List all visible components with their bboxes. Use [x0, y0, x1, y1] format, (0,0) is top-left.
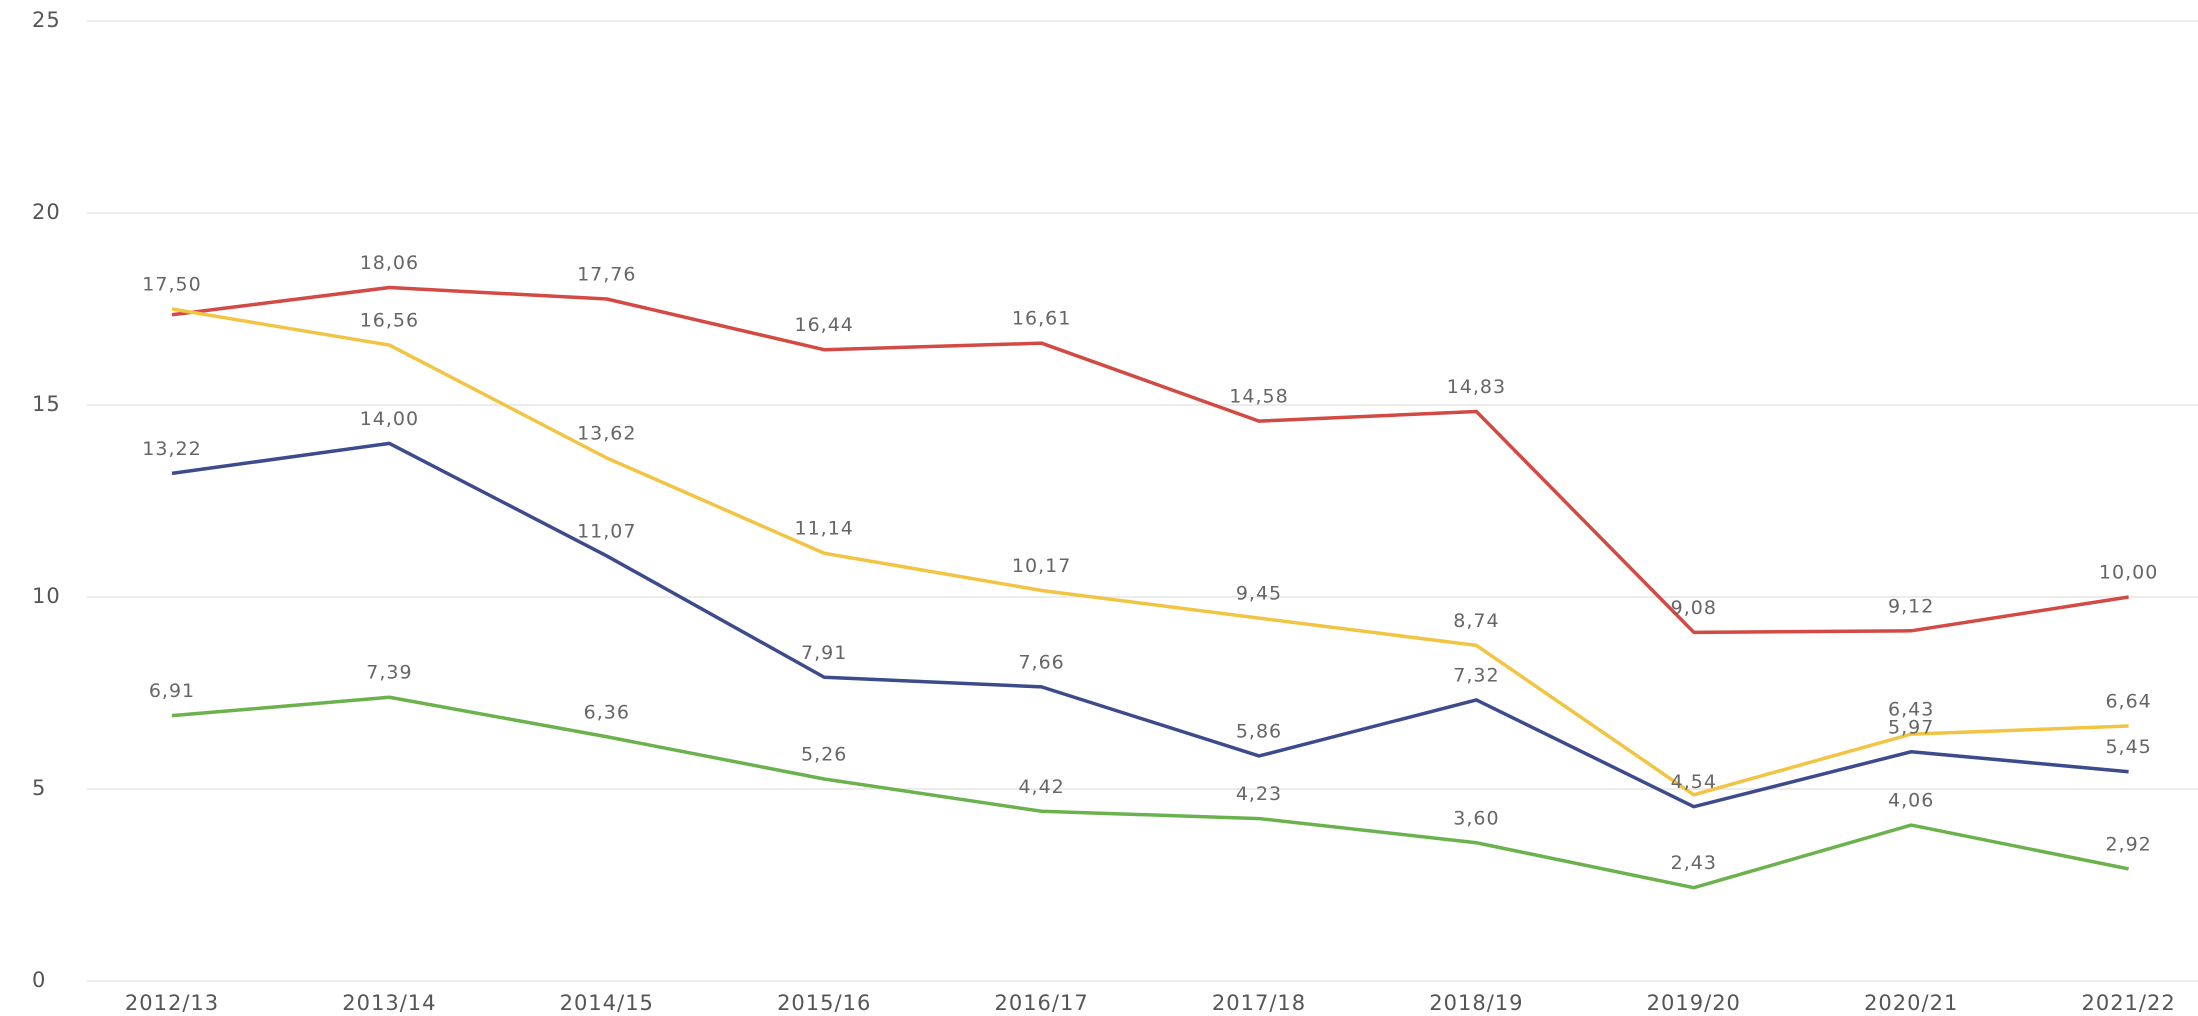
data-label: 6,36	[584, 701, 630, 723]
x-tick-label: 2018/19	[1429, 991, 1523, 1015]
series-line	[171, 695, 2129, 890]
data-label: 6,91	[149, 680, 195, 702]
data-label: 17,76	[577, 264, 636, 286]
data-label: 5,26	[801, 744, 847, 766]
data-label: 7,66	[1018, 651, 1064, 673]
x-tick-label: 2016/17	[994, 991, 1088, 1015]
x-tick-label: 2014/15	[560, 991, 654, 1015]
data-label: 9,45	[1236, 583, 1282, 605]
data-label: 5,86	[1236, 720, 1282, 742]
data-label: 6,64	[2105, 691, 2151, 713]
data-label: 4,54	[1671, 771, 1717, 793]
x-tick-label: 2017/18	[1212, 991, 1306, 1015]
data-label: 16,61	[1012, 308, 1071, 330]
data-label: 16,56	[360, 310, 419, 332]
y-tick-label: 10	[32, 584, 61, 608]
data-label: 7,91	[801, 642, 847, 664]
data-label: 7,32	[1453, 664, 1499, 686]
data-label: 13,62	[577, 422, 636, 444]
x-tick-label: 2019/20	[1647, 991, 1741, 1015]
x-tick-label: 2012/13	[125, 991, 219, 1015]
x-tick-label: 2020/21	[1864, 991, 1958, 1015]
data-label: 3,60	[1453, 807, 1499, 829]
data-label: 14,83	[1447, 376, 1506, 398]
data-label: 9,12	[1888, 595, 1934, 617]
y-tick-label: 25	[32, 8, 61, 32]
series-line	[171, 441, 2129, 809]
data-label: 16,44	[794, 314, 853, 336]
data-label: 14,00	[360, 408, 419, 430]
data-label: 4,06	[1888, 790, 1934, 812]
x-tick-label: 2021/22	[2081, 991, 2175, 1015]
series-line	[171, 285, 2129, 635]
data-label: 10,00	[2099, 562, 2158, 584]
y-tick-label: 15	[32, 392, 61, 416]
data-label: 6,43	[1888, 699, 1934, 721]
x-tick-label: 2013/14	[342, 991, 436, 1015]
y-tick-label: 20	[32, 200, 61, 224]
data-label: 14,58	[1229, 386, 1288, 408]
data-label: 10,17	[1012, 555, 1071, 577]
data-label: 18,06	[360, 252, 419, 274]
data-label: 17,50	[142, 274, 201, 296]
data-label: 11,14	[794, 518, 853, 540]
data-label: 8,74	[1453, 610, 1499, 632]
data-label: 4,42	[1018, 776, 1064, 798]
data-label: 9,08	[1671, 597, 1717, 619]
data-label: 2,43	[1671, 852, 1717, 874]
data-label: 11,07	[577, 520, 636, 542]
data-label: 5,45	[2105, 736, 2151, 758]
series-line	[171, 307, 2129, 797]
data-label: 13,22	[142, 438, 201, 460]
y-tick-label: 0	[32, 968, 46, 992]
y-tick-label: 5	[32, 776, 46, 800]
data-label: 4,23	[1236, 783, 1282, 805]
x-tick-label: 2015/16	[777, 991, 871, 1015]
data-label: 2,92	[2105, 833, 2151, 855]
data-label: 5,97	[1888, 716, 1934, 738]
data-label: 7,39	[366, 662, 412, 684]
